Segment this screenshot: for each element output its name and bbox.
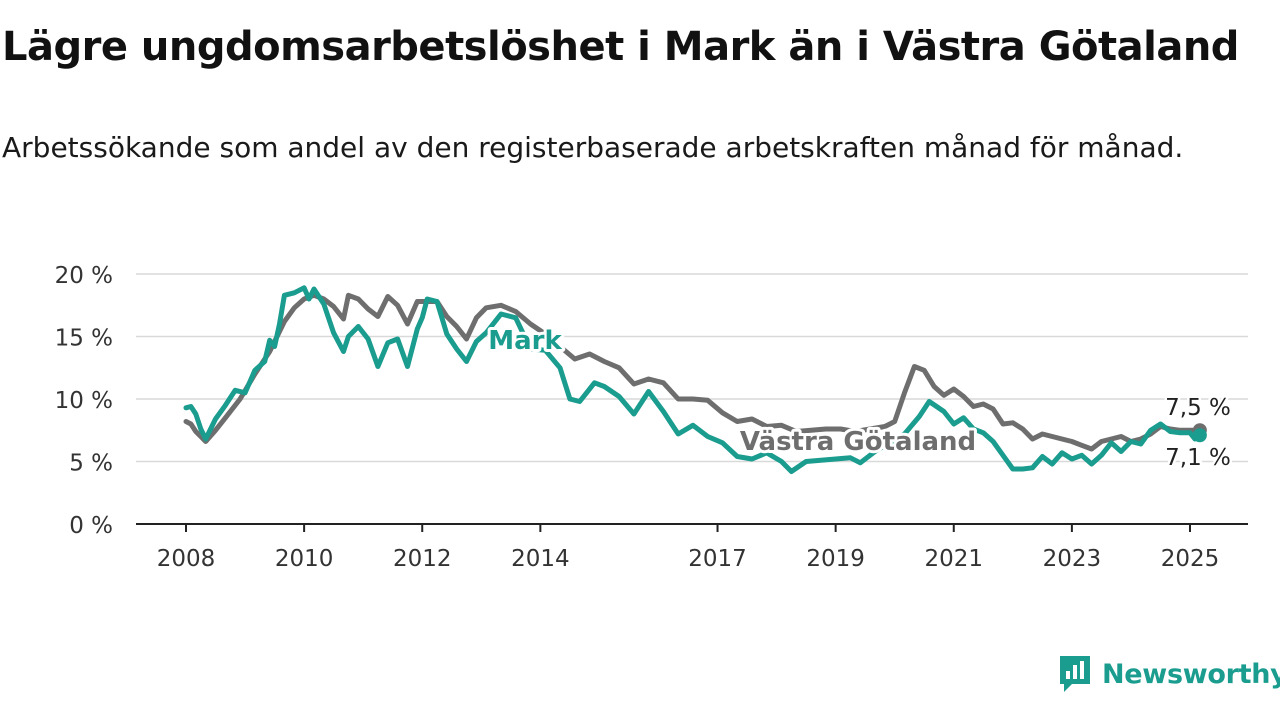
x-tick-label: 2008	[157, 546, 216, 572]
page-subtitle: Arbetssökande som andel av den registerb…	[2, 131, 1184, 164]
newsworthy-brand[interactable]: Newsworthy	[1058, 654, 1280, 694]
y-tick-label: 5 %	[69, 451, 113, 477]
series-end-point-mark	[1192, 428, 1207, 443]
x-tick-label: 2012	[393, 546, 452, 572]
series-labels: Västra Götaland Mark 7,5 % 7,1 %	[485, 323, 1233, 474]
y-tick-label: 15 %	[55, 326, 113, 352]
x-tick-label: 2010	[275, 546, 334, 572]
y-tick-label: 10 %	[55, 388, 113, 414]
x-axis-ticks: 2008 2010 2012 2014 2017 2019 2021 2023 2025	[157, 524, 1220, 572]
end-value-label-v-stra-g-taland: 7,5 %	[1165, 395, 1231, 421]
y-axis-ticks: 0 % 5 % 10 % 15 % 20 %	[55, 263, 113, 539]
x-tick-label: 2019	[806, 546, 865, 572]
x-tick-label: 2017	[688, 546, 747, 572]
series-lines	[183, 285, 1207, 474]
newsworthy-logo-icon	[1060, 656, 1090, 692]
series-line-mark	[183, 285, 1203, 474]
page-title: Lägre ungdomsarbetslöshet i Mark än i Vä…	[2, 24, 1239, 70]
series-line-v-stra-g-taland	[183, 292, 1203, 452]
y-tick-label: 0 %	[69, 513, 113, 539]
x-tick-label: 2021	[924, 546, 983, 572]
series-label-mark: Mark	[488, 326, 562, 356]
x-tick-label: 2023	[1043, 546, 1102, 572]
end-value-label-mark: 7,1 %	[1165, 445, 1231, 471]
x-tick-label: 2014	[511, 546, 570, 572]
brand-name: Newsworthy	[1102, 658, 1280, 690]
y-tick-label: 20 %	[55, 263, 113, 289]
series-label-v-stra-g-taland: Västra Götaland	[740, 427, 976, 457]
grid-lines	[136, 273, 1248, 525]
x-tick-label: 2025	[1161, 546, 1220, 572]
